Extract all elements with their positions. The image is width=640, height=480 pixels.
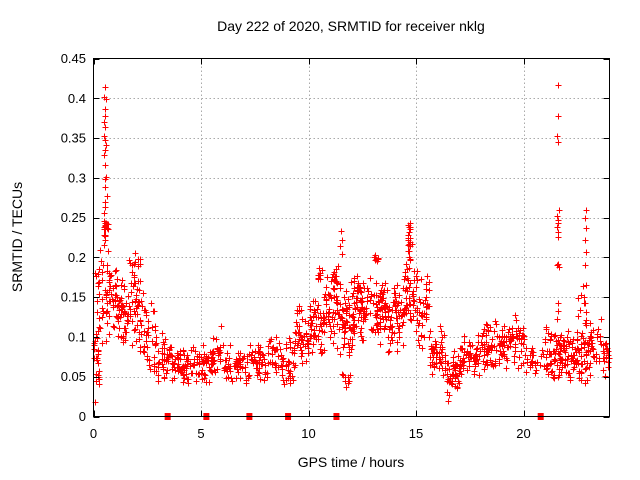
x-tick-label: 5: [197, 426, 204, 441]
y-tick-label: 0.1: [68, 329, 86, 344]
tick-labels: 0 5 10 15 20 0 0.05 0.1 0.15 0.2 0.25 0.3 0.35 0.4 0.4…: [61, 51, 531, 441]
x-tick-label: 20: [516, 426, 530, 441]
y-tick-label: 0.2: [68, 250, 86, 265]
axis-ticks: [93, 58, 610, 418]
y-tick-label: 0.15: [61, 290, 86, 305]
chart-title: Day 222 of 2020, SRMTID for receiver nkl…: [217, 18, 485, 34]
y-tick-label: 0.25: [61, 210, 86, 225]
y-tick-label: 0.05: [61, 369, 86, 384]
plot-frame: [93, 58, 610, 417]
y-tick-label: 0.3: [68, 170, 86, 185]
data-points: [91, 82, 613, 420]
x-tick-label: 0: [90, 426, 97, 441]
x-axis-title: GPS time / hours: [298, 454, 405, 470]
y-tick-label: 0.35: [61, 131, 86, 146]
y-axis-title: SRMTID / TECUs: [9, 182, 25, 292]
x-tick-label: 10: [301, 426, 315, 441]
y-tick-label: 0: [79, 409, 86, 424]
y-tick-label: 0.4: [68, 91, 86, 106]
scatter-plus-markers: [91, 82, 613, 406]
x-tick-label: 15: [409, 426, 423, 441]
plot-border: [93, 58, 610, 417]
y-tick-label: 0.45: [61, 51, 86, 66]
